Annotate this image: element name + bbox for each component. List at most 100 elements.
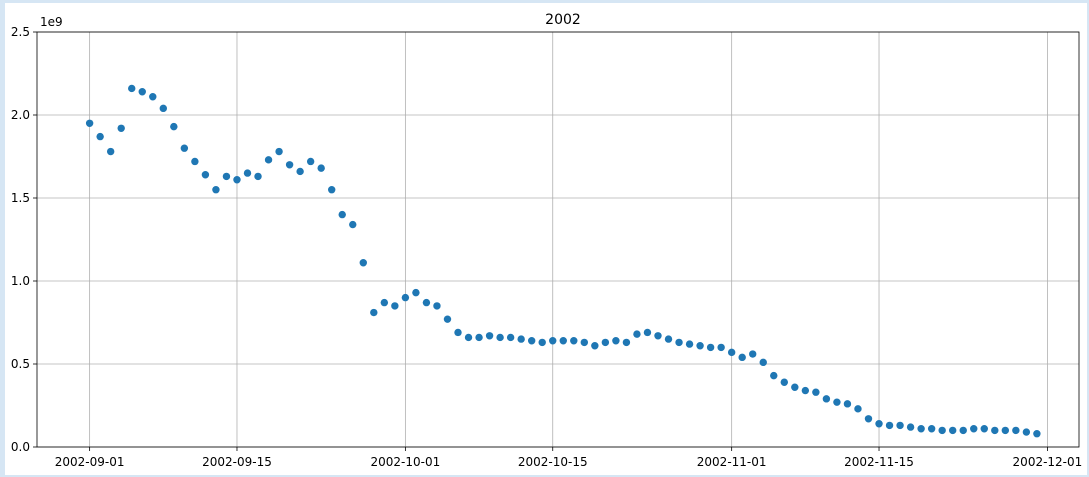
- figure-background: [5, 3, 1087, 475]
- point: [601, 338, 610, 347]
- point: [875, 420, 883, 428]
- point: [433, 302, 441, 310]
- point: [506, 333, 515, 342]
- point: [306, 157, 315, 166]
- point: [475, 333, 483, 342]
- point: [538, 338, 546, 347]
- x-tick-label: 2002-11-15: [844, 455, 914, 469]
- point: [296, 167, 304, 176]
- point: [159, 104, 168, 113]
- point: [485, 332, 494, 340]
- point: [759, 358, 767, 367]
- point: [906, 423, 915, 431]
- point: [822, 395, 831, 403]
- point: [391, 302, 399, 310]
- point: [317, 164, 325, 172]
- point: [654, 332, 662, 340]
- point: [801, 386, 810, 395]
- point: [96, 132, 104, 141]
- point: [349, 220, 357, 229]
- y-tick-label: 2.0: [11, 108, 30, 122]
- point: [443, 315, 452, 323]
- point: [517, 335, 525, 343]
- point: [770, 371, 778, 380]
- point: [706, 343, 715, 352]
- point: [170, 122, 178, 131]
- point: [201, 171, 210, 179]
- point: [370, 308, 378, 317]
- point: [917, 425, 925, 433]
- point: [685, 340, 694, 348]
- point: [749, 350, 757, 358]
- point: [959, 426, 967, 435]
- point: [738, 353, 746, 362]
- point: [980, 425, 988, 433]
- point: [854, 405, 862, 413]
- point: [833, 398, 841, 406]
- y-tick-label: 1.5: [11, 191, 30, 205]
- point: [285, 161, 294, 169]
- y-tick-label: 0.0: [11, 440, 30, 454]
- point: [549, 337, 557, 345]
- point: [1001, 426, 1010, 435]
- y-offset-label: 1e9: [40, 15, 63, 29]
- x-tick-label: 2002-09-15: [202, 455, 272, 469]
- point: [896, 421, 904, 430]
- point: [1022, 428, 1031, 436]
- point: [359, 259, 367, 267]
- point: [412, 288, 420, 297]
- y-tick-label: 2.5: [11, 25, 30, 39]
- point: [843, 400, 852, 408]
- point: [812, 388, 820, 396]
- point: [885, 421, 894, 430]
- plot-frame: [36, 31, 1080, 448]
- point: [1012, 426, 1020, 435]
- point: [128, 84, 136, 93]
- x-tick-label: 2002-09-01: [55, 455, 125, 469]
- point: [380, 298, 389, 307]
- point: [591, 342, 599, 350]
- point: [527, 337, 536, 345]
- point: [570, 337, 578, 345]
- point: [727, 348, 736, 357]
- point: [927, 425, 936, 433]
- point: [791, 383, 799, 391]
- point: [338, 210, 346, 219]
- point: [138, 88, 146, 96]
- point: [696, 342, 704, 350]
- point: [643, 328, 652, 337]
- point: [422, 298, 431, 307]
- point: [780, 378, 788, 386]
- point: [938, 426, 946, 435]
- point: [633, 330, 641, 338]
- point: [180, 144, 189, 152]
- chart-title: 2002: [545, 12, 581, 28]
- point: [675, 338, 683, 347]
- x-tick-label: 2002-12-01: [1013, 455, 1083, 469]
- y-tick-label: 1.0: [11, 274, 30, 288]
- point: [622, 338, 631, 347]
- point: [612, 337, 620, 345]
- point: [85, 119, 94, 128]
- point: [106, 147, 115, 156]
- point: [401, 293, 410, 302]
- point: [496, 333, 504, 342]
- x-tick-label: 2002-10-01: [371, 455, 441, 469]
- point: [264, 156, 273, 164]
- point: [149, 93, 157, 101]
- point: [717, 343, 725, 352]
- x-tick-label: 2002-10-15: [518, 455, 588, 469]
- point: [222, 172, 231, 181]
- x-tick-label: 2002-11-01: [697, 455, 767, 469]
- point: [1033, 430, 1041, 438]
- point: [464, 333, 473, 342]
- point: [328, 186, 336, 194]
- point: [117, 124, 125, 132]
- point: [580, 338, 589, 347]
- point: [275, 147, 283, 156]
- point: [212, 186, 220, 194]
- point: [454, 328, 462, 337]
- point: [559, 337, 567, 345]
- point: [864, 415, 873, 423]
